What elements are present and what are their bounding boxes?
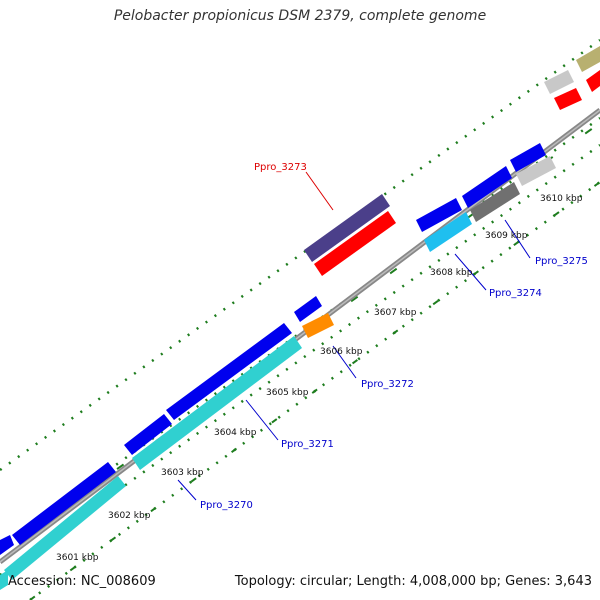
map-title: Pelobacter propionicus DSM 2379, complet…: [113, 8, 487, 24]
dotted-line-outer-1: [0, 38, 600, 472]
gene-label-ppro-3271[interactable]: Ppro_3271: [281, 439, 334, 450]
gene-ppro-3276a[interactable]: [510, 143, 546, 172]
gene-label-ppro-3275[interactable]: Ppro_3275: [535, 256, 588, 267]
kbp-label-3601: 3601 kbp: [56, 553, 99, 563]
gene-blue-edge[interactable]: [0, 535, 14, 555]
topology-label: Topology: circular; Length: 4,008,000 bp…: [234, 574, 592, 589]
gene-olive-top[interactable]: [576, 46, 600, 72]
gene-ppro-3273a[interactable]: [304, 194, 390, 262]
gene-ppro-3269a[interactable]: [12, 462, 116, 545]
kbp-tick-labels: 3601 kbp 3602 kbp 3603 kbp 3604 kbp 3605…: [56, 194, 583, 563]
leader-ppro-3270: [177, 479, 197, 501]
gene-ppro-3272a[interactable]: [294, 296, 322, 322]
gene-ppro-3274b[interactable]: [424, 212, 472, 252]
gene-ppro-3269b[interactable]: [4, 476, 126, 580]
kbp-label-3604: 3604 kbp: [214, 428, 257, 438]
gene-ppro-3271a[interactable]: [166, 323, 292, 420]
gene-label-ppro-3270[interactable]: Ppro_3270: [200, 500, 253, 511]
gene-ppro-3275b[interactable]: [470, 182, 520, 222]
tick-line-2: [29, 181, 600, 600]
gene-ppro-3271b[interactable]: [132, 336, 302, 470]
kbp-label-3605: 3605 kbp: [266, 388, 309, 398]
gene-red-top[interactable]: [554, 88, 582, 110]
gene-ppro-3276b[interactable]: [516, 156, 556, 186]
label-leader-lines: [177, 171, 531, 501]
gene-ppro-3275a[interactable]: [462, 166, 512, 208]
leader-ppro-3273: [305, 171, 334, 211]
kbp-label-3606: 3606 kbp: [320, 347, 363, 357]
gene-ppro-3274a[interactable]: [416, 198, 462, 232]
accession-label: Accession: NC_008609: [8, 574, 156, 589]
gene-name-labels: Ppro_3273 Ppro_3270 Ppro_3271 Ppro_3272 …: [200, 162, 588, 511]
gene-label-ppro-3272[interactable]: Ppro_3272: [361, 379, 414, 390]
gene-ppro-3273b[interactable]: [314, 211, 396, 276]
gene-label-ppro-3274[interactable]: Ppro_3274: [489, 288, 542, 299]
leader-ppro-3274: [454, 253, 487, 291]
kbp-label-3603: 3603 kbp: [161, 468, 204, 478]
leader-ppro-3275: [504, 219, 531, 259]
gene-red-corner[interactable]: [586, 70, 600, 92]
gene-gray-top[interactable]: [544, 70, 574, 94]
gene-cyan-edge[interactable]: [0, 570, 8, 590]
gene-ppro-3272b[interactable]: [302, 313, 334, 338]
genes-reverse-strand: [0, 313, 334, 590]
gene-label-ppro-3273[interactable]: Ppro_3273: [254, 162, 307, 173]
kbp-label-3607: 3607 kbp: [374, 308, 417, 318]
kbp-label-3602: 3602 kbp: [108, 511, 151, 521]
kbp-label-3608: 3608 kbp: [430, 268, 473, 278]
kbp-label-3609: 3609 kbp: [485, 231, 528, 241]
kbp-label-3610: 3610 kbp: [540, 194, 583, 204]
tick-marks: [0, 122, 600, 600]
leader-ppro-3272: [332, 345, 357, 379]
leader-ppro-3271: [245, 399, 279, 441]
gene-ppro-3270a[interactable]: [124, 414, 172, 455]
genes-forward-strand: [0, 46, 600, 555]
